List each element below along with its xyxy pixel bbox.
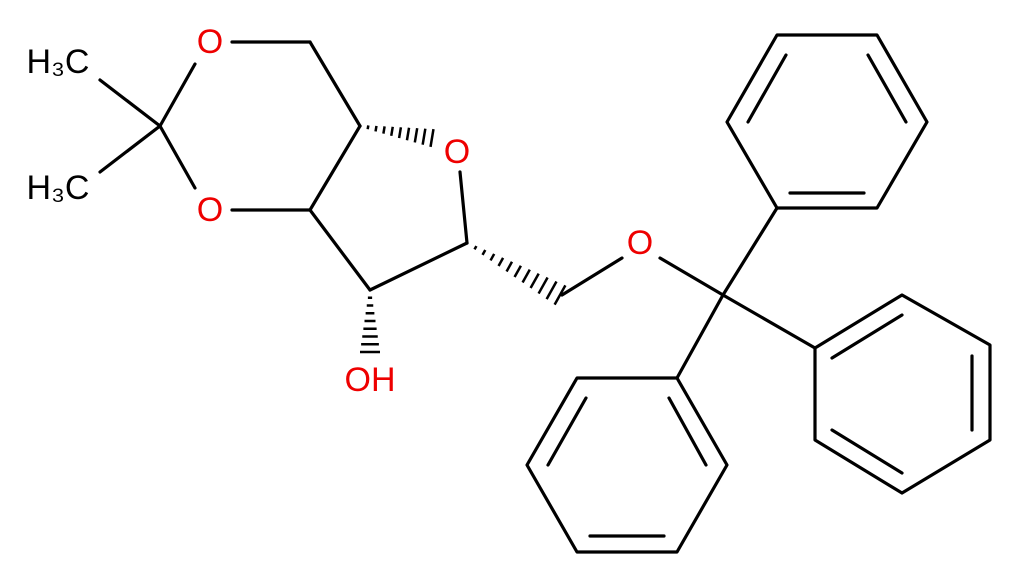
atom-label: O	[627, 224, 653, 262]
wedge-hash	[413, 128, 419, 143]
wedge-hash	[390, 126, 394, 137]
wedge-hash	[521, 269, 531, 284]
wedge-hash	[545, 280, 558, 300]
atom-label: OH	[345, 361, 396, 399]
wedge-hash	[489, 253, 496, 262]
wedge-hash	[505, 261, 514, 273]
wedge-hash	[366, 125, 370, 130]
wedge-hash	[497, 257, 505, 267]
atom-label: H₃C	[27, 43, 90, 81]
wedge-hash	[421, 128, 427, 145]
atom-label: O	[444, 133, 470, 171]
wedge-hash	[374, 125, 378, 132]
atom-label: H₃C	[27, 169, 90, 207]
atom-label: O	[197, 191, 223, 229]
atom-label: O	[197, 23, 223, 61]
wedge-hash	[382, 126, 386, 134]
wedge-hash	[473, 245, 478, 251]
wedge-hash	[513, 265, 522, 278]
wedge-hash	[481, 249, 487, 256]
wedge-hash	[405, 127, 411, 141]
wedge-hash	[537, 276, 549, 295]
wedge-hash	[397, 127, 403, 139]
wedge-hash	[529, 272, 540, 289]
bonds	[98, 33, 992, 554]
wedge-hash	[429, 128, 435, 148]
wedge-hash	[465, 241, 469, 245]
wedge-hash	[553, 284, 567, 306]
hashed-wedges	[358, 124, 567, 354]
